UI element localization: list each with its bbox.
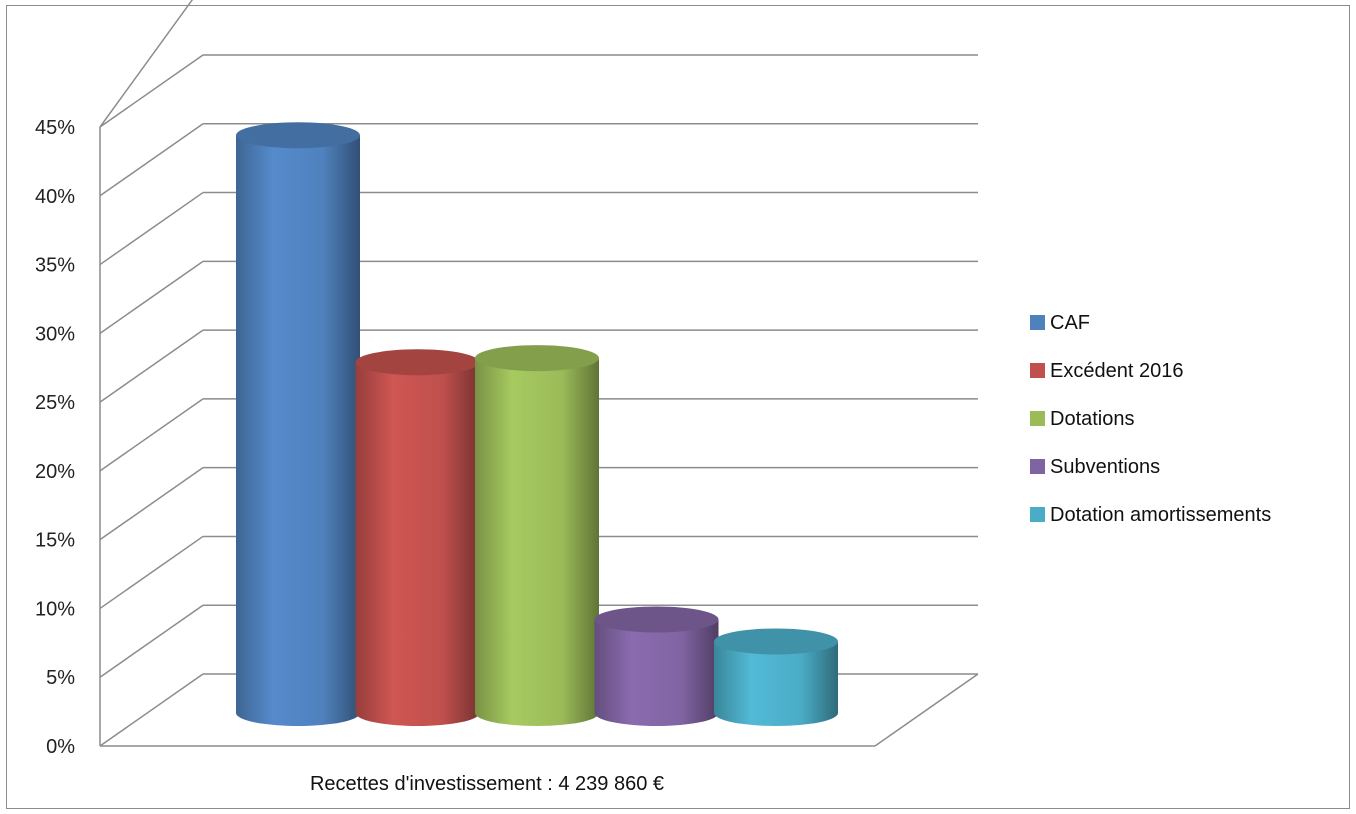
bars: [236, 122, 838, 726]
legend-swatch: [1030, 459, 1045, 474]
gridline-side: [99, 329, 204, 403]
legend-swatch: [1030, 411, 1045, 426]
legend-item: Excédent 2016: [1030, 360, 1183, 382]
floor-right-edge: [874, 673, 979, 747]
gridline-side: [99, 191, 204, 266]
bar-dotation-amortissements: [714, 628, 838, 726]
y-tick-label: 35%: [35, 255, 75, 277]
bar-caf: [236, 122, 360, 726]
y-tick-label: 25%: [35, 392, 75, 414]
bar-top: [355, 349, 480, 376]
bar-body: [236, 135, 360, 726]
gridline-side: [99, 604, 204, 678]
legend-label: Dotations: [1050, 408, 1135, 430]
bar-body: [714, 641, 838, 726]
y-tick-label: 45%: [35, 117, 75, 139]
y-tick-label: 10%: [35, 598, 75, 620]
gridline-side: [99, 467, 204, 541]
bar-dotations: [475, 345, 599, 726]
y-tick-label: 0%: [46, 736, 75, 758]
legend-label: Subventions: [1050, 456, 1160, 478]
bar-body: [355, 362, 480, 726]
x-axis-labels: Recettes d'investissement : 4 239 860 €: [310, 773, 664, 795]
bar-exc-dent-2016: [355, 349, 480, 726]
y-tick-label: 15%: [35, 530, 75, 552]
legend-item: Dotation amortissements: [1030, 504, 1271, 526]
y-tick-label: 5%: [46, 667, 75, 689]
legend-swatch: [1030, 315, 1045, 330]
legend-label: Excédent 2016: [1050, 360, 1183, 382]
x-category-label: Recettes d'investissement : 4 239 860 €: [310, 773, 664, 795]
legend-item: Subventions: [1030, 456, 1160, 478]
bar-body: [594, 619, 719, 726]
y-tick-label: 20%: [35, 461, 75, 483]
gridline-side: [99, 535, 204, 610]
y-tick-label: 30%: [35, 323, 75, 345]
bar-body: [475, 358, 599, 726]
y-axis-ticks: 0% 5% 10% 15% 20% 25% 30% 35% 40% 45%: [35, 117, 75, 758]
legend-label: CAF: [1050, 312, 1090, 334]
gridline-side: [99, 123, 204, 197]
bar-top: [714, 628, 838, 655]
y-tick-label: 40%: [35, 186, 75, 208]
legend-swatch: [1030, 507, 1045, 522]
gridline-side: [99, 673, 204, 747]
bar-subventions: [594, 606, 719, 726]
gridline-side: [99, 260, 204, 334]
legend-item: CAF: [1030, 312, 1090, 334]
legend-item: Dotations: [1030, 408, 1135, 430]
legend-swatch: [1030, 363, 1045, 378]
gridline-side: [99, 54, 204, 128]
bar-top: [475, 345, 599, 372]
legend-label: Dotation amortissements: [1050, 504, 1271, 526]
gridline-side: [99, 398, 204, 472]
bar-top: [236, 122, 360, 149]
legend: CAF Excédent 2016 Dotations Subventions Dota…: [1030, 312, 1271, 526]
gridline-side-top: [99, 0, 194, 128]
bar-top: [594, 606, 719, 633]
